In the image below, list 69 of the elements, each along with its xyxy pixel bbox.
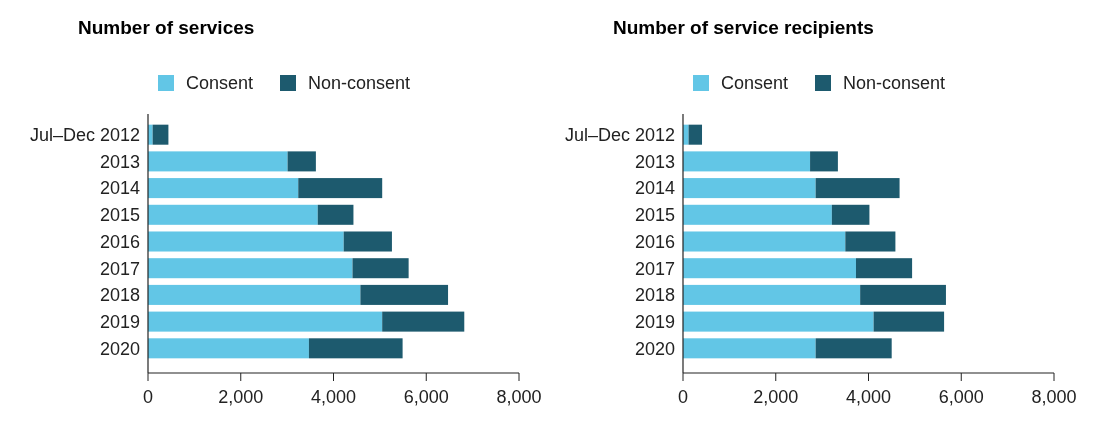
bar bbox=[688, 124, 703, 145]
y-tick-label: 2013 bbox=[634, 151, 675, 172]
bar bbox=[683, 124, 689, 145]
y-tick-label: 2018 bbox=[99, 285, 140, 306]
bar bbox=[298, 178, 383, 199]
chart-title: Number of service recipients bbox=[613, 17, 874, 38]
bar bbox=[815, 338, 892, 359]
x-tick-label: 6,000 bbox=[403, 387, 449, 407]
bar bbox=[148, 284, 361, 305]
y-tick-label: 2013 bbox=[99, 151, 140, 172]
bar bbox=[148, 151, 288, 172]
y-tick-label: 2020 bbox=[99, 338, 140, 359]
legend-label: Consent bbox=[186, 73, 254, 93]
y-tick-label: Jul–Dec 2012 bbox=[29, 124, 140, 145]
legend-label: Non-consent bbox=[308, 73, 411, 93]
bar bbox=[683, 204, 832, 225]
x-tick-label: 8,000 bbox=[496, 387, 542, 407]
bar bbox=[683, 284, 861, 305]
bar bbox=[683, 338, 816, 359]
bar bbox=[815, 178, 900, 199]
bar bbox=[360, 284, 449, 305]
bar bbox=[683, 258, 856, 279]
bar bbox=[148, 258, 353, 279]
y-tick-label: 2020 bbox=[634, 338, 675, 359]
bar bbox=[317, 204, 354, 225]
legend-label: Consent bbox=[721, 73, 789, 93]
y-tick-label: 2016 bbox=[99, 231, 140, 252]
y-tick-label: 2016 bbox=[634, 231, 675, 252]
x-tick-label: 6,000 bbox=[938, 387, 984, 407]
bar bbox=[683, 311, 874, 332]
bar bbox=[308, 338, 403, 359]
y-tick-label: 2018 bbox=[634, 285, 675, 306]
y-tick-label: 2014 bbox=[634, 178, 675, 199]
bar bbox=[352, 258, 409, 279]
bar bbox=[148, 178, 299, 199]
y-tick-label: 2015 bbox=[634, 205, 675, 226]
bar bbox=[855, 258, 913, 279]
x-tick-label: 0 bbox=[677, 387, 689, 407]
bar bbox=[873, 311, 945, 332]
bar bbox=[148, 204, 318, 225]
bar bbox=[148, 231, 344, 252]
bar bbox=[148, 338, 309, 359]
chart-title: Number of services bbox=[78, 17, 255, 38]
y-tick-label: 2017 bbox=[99, 258, 140, 279]
x-tick-label: 4,000 bbox=[845, 387, 892, 407]
y-tick-label: 2015 bbox=[99, 205, 140, 226]
bar bbox=[860, 284, 946, 305]
legend-label: Non-consent bbox=[843, 73, 946, 93]
bar bbox=[382, 311, 465, 332]
bar bbox=[152, 124, 169, 145]
bar bbox=[683, 151, 811, 172]
y-tick-label: 2017 bbox=[634, 258, 675, 279]
bar bbox=[343, 231, 392, 252]
bar bbox=[683, 231, 846, 252]
x-tick-label: 0 bbox=[142, 387, 154, 407]
bar bbox=[148, 311, 383, 332]
x-tick-label: 2,000 bbox=[753, 387, 799, 407]
y-tick-label: 2019 bbox=[634, 311, 675, 332]
x-tick-label: 4,000 bbox=[310, 387, 357, 407]
y-tick-label: Jul–Dec 2012 bbox=[564, 124, 675, 145]
y-tick-label: 2014 bbox=[99, 178, 140, 199]
bar bbox=[810, 151, 838, 172]
y-tick-label: 2019 bbox=[99, 311, 140, 332]
bar bbox=[831, 204, 870, 225]
bar bbox=[287, 151, 316, 172]
bar bbox=[683, 178, 816, 199]
x-tick-label: 8,000 bbox=[1031, 387, 1077, 407]
x-tick-label: 2,000 bbox=[218, 387, 264, 407]
bar bbox=[845, 231, 896, 252]
